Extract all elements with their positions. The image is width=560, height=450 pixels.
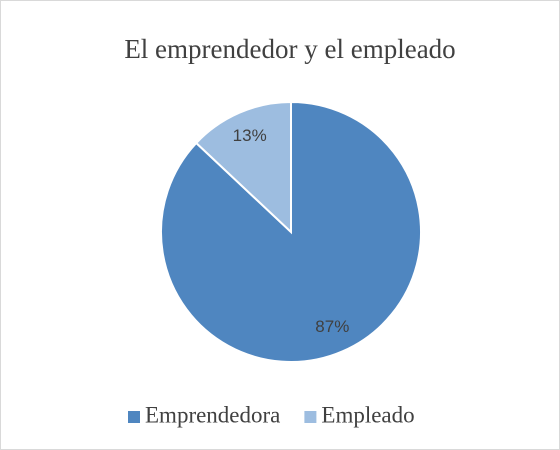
- chart-title: El emprendedor y el empleado: [124, 34, 455, 64]
- legend-swatch: [128, 411, 140, 423]
- legend-swatch: [304, 411, 317, 423]
- data-label: 13%: [233, 126, 267, 145]
- legend-label: Empleado: [321, 402, 414, 427]
- legend-label: Emprendedora: [145, 402, 280, 427]
- data-label: 87%: [315, 317, 349, 336]
- pie-slice: [194, 100, 292, 235]
